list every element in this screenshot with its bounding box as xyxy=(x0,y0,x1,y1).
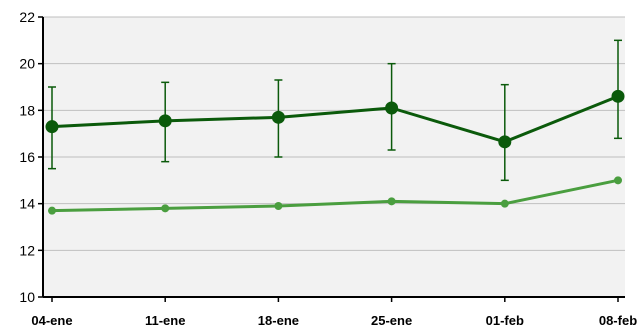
series-2-point xyxy=(500,199,509,208)
series-line-2 xyxy=(51,178,619,213)
series-2-point xyxy=(387,197,396,206)
series-2-point xyxy=(274,202,283,210)
y-tick-label: 22 xyxy=(19,9,35,25)
series-1-point xyxy=(271,110,285,124)
x-tick-label: 08-feb xyxy=(599,313,637,328)
y-tick-label: 18 xyxy=(19,102,35,118)
x-axis-tick-labels: 04-ene 11-ene 18-ene 25-ene 01-feb 08-feb xyxy=(31,313,637,328)
series-1-point xyxy=(498,135,512,149)
axes xyxy=(38,16,625,302)
series-1-point xyxy=(385,101,399,115)
series-lines xyxy=(51,94,619,213)
y-tick-label: 12 xyxy=(19,242,35,258)
series-1-point xyxy=(45,120,59,134)
series-1-point xyxy=(158,114,172,128)
series-2-point xyxy=(48,206,56,215)
series-2-point xyxy=(614,176,622,185)
x-tick-label: 04-ene xyxy=(31,313,72,328)
series-line-1 xyxy=(51,94,619,144)
series-1-point xyxy=(611,89,625,103)
x-tick-label: 18-ene xyxy=(258,313,299,328)
y-tick-label: 20 xyxy=(19,56,35,72)
x-tick-label: 11-ene xyxy=(145,313,185,328)
data-points xyxy=(45,89,625,215)
x-tick-label: 25-ene xyxy=(371,313,412,328)
y-axis-tick-labels: 10 12 14 16 18 20 22 xyxy=(19,9,35,305)
series-2-point xyxy=(161,204,170,213)
y-tick-label: 16 xyxy=(19,149,35,165)
x-tick-label: 01-feb xyxy=(486,313,524,328)
y-tick-label: 14 xyxy=(19,196,35,212)
y-tick-label: 10 xyxy=(19,289,35,305)
